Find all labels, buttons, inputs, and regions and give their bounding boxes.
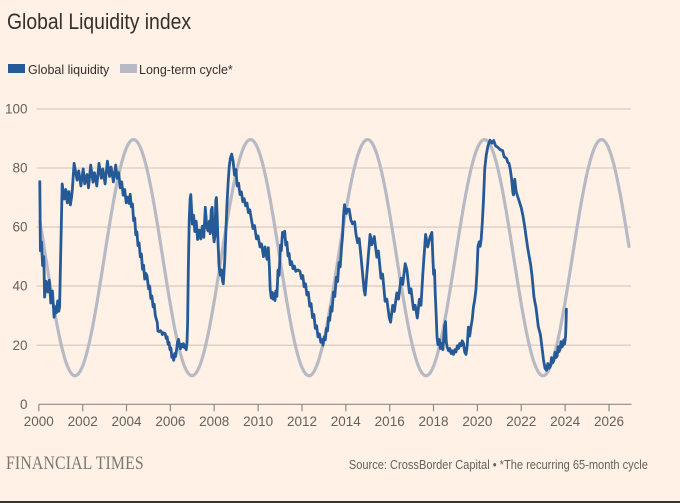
svg-text:60: 60 bbox=[12, 220, 27, 235]
svg-text:0: 0 bbox=[20, 397, 28, 412]
svg-text:2024: 2024 bbox=[550, 414, 581, 429]
svg-text:20: 20 bbox=[12, 338, 27, 353]
svg-text:40: 40 bbox=[12, 279, 27, 294]
svg-text:2014: 2014 bbox=[331, 414, 362, 429]
svg-text:100: 100 bbox=[5, 102, 28, 117]
svg-text:80: 80 bbox=[12, 161, 27, 176]
svg-text:2004: 2004 bbox=[111, 414, 142, 429]
svg-text:2016: 2016 bbox=[375, 414, 405, 429]
svg-text:2022: 2022 bbox=[506, 414, 536, 429]
svg-text:2000: 2000 bbox=[24, 414, 54, 429]
svg-text:2012: 2012 bbox=[287, 414, 317, 429]
svg-text:2010: 2010 bbox=[243, 414, 273, 429]
svg-text:2002: 2002 bbox=[68, 414, 98, 429]
svg-text:2008: 2008 bbox=[199, 414, 229, 429]
svg-text:2018: 2018 bbox=[418, 414, 448, 429]
svg-text:2006: 2006 bbox=[155, 414, 185, 429]
svg-text:2020: 2020 bbox=[462, 414, 492, 429]
svg-text:2026: 2026 bbox=[594, 414, 624, 429]
